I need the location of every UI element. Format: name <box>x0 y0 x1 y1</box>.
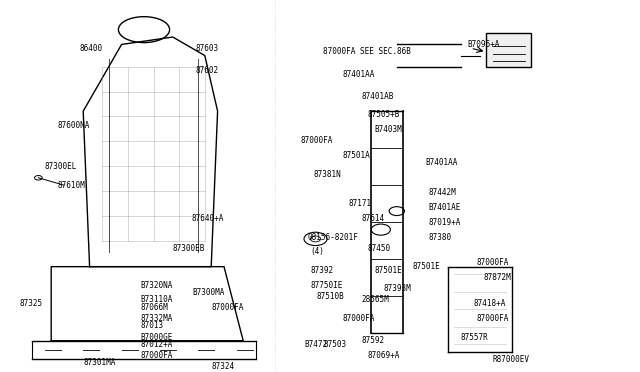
Text: 87000FA: 87000FA <box>342 314 375 323</box>
Text: 87380: 87380 <box>429 232 452 241</box>
Text: B7096+A: B7096+A <box>467 40 500 49</box>
Text: 87324: 87324 <box>211 362 234 371</box>
Text: 87450: 87450 <box>368 244 391 253</box>
Text: 87392: 87392 <box>310 266 333 275</box>
Text: B7401AE: B7401AE <box>429 203 461 212</box>
Text: 87750IE: 87750IE <box>310 281 343 290</box>
Text: R87000EV: R87000EV <box>493 355 530 364</box>
Text: 87557R: 87557R <box>461 333 488 341</box>
Text: 87602: 87602 <box>195 66 218 75</box>
Text: 87000FA: 87000FA <box>211 303 244 312</box>
Text: 87592: 87592 <box>362 336 385 345</box>
Text: 87000FA: 87000FA <box>477 314 509 323</box>
Text: 87401AA: 87401AA <box>342 70 375 78</box>
Text: 87393M: 87393M <box>384 284 412 294</box>
Text: B7403M: B7403M <box>374 125 402 134</box>
Text: B73110A: B73110A <box>141 295 173 305</box>
Text: (4): (4) <box>310 247 324 256</box>
Text: B7000GE: B7000GE <box>141 333 173 341</box>
Text: 87381N: 87381N <box>314 170 341 179</box>
Text: 87503: 87503 <box>323 340 346 349</box>
Text: 87501E: 87501E <box>374 266 402 275</box>
Text: 87501A: 87501A <box>342 151 370 160</box>
Text: 87610M: 87610M <box>58 181 85 190</box>
Text: 87013: 87013 <box>141 321 164 330</box>
Text: 28565M: 28565M <box>362 295 389 305</box>
Text: 87600NA: 87600NA <box>58 121 90 131</box>
Text: 87325: 87325 <box>19 299 42 308</box>
Text: 87066M: 87066M <box>141 303 168 312</box>
Text: 87300EL: 87300EL <box>45 162 77 171</box>
Text: 87872M: 87872M <box>483 273 511 282</box>
Text: 87000FA: 87000FA <box>141 351 173 360</box>
Text: 87012+A: 87012+A <box>141 340 173 349</box>
Text: 87000FA SEE SEC.86B: 87000FA SEE SEC.86B <box>323 47 411 56</box>
Text: 87401AB: 87401AB <box>362 92 394 101</box>
Text: B7300MA: B7300MA <box>192 288 225 297</box>
Text: 87505+B: 87505+B <box>368 110 401 119</box>
Text: 87069+A: 87069+A <box>368 351 401 360</box>
Text: 08156-8201F: 08156-8201F <box>307 232 358 241</box>
Text: 87332MA: 87332MA <box>141 314 173 323</box>
Text: 87442M: 87442M <box>429 188 456 197</box>
Text: B7401AA: B7401AA <box>426 158 458 167</box>
Text: 87614: 87614 <box>362 214 385 223</box>
Text: 87019+A: 87019+A <box>429 218 461 227</box>
Text: 87510B: 87510B <box>317 292 344 301</box>
Text: 87300EB: 87300EB <box>173 244 205 253</box>
Text: 87640+A: 87640+A <box>192 214 225 223</box>
Text: 87000FA: 87000FA <box>301 136 333 145</box>
Text: B7320NA: B7320NA <box>141 281 173 290</box>
Text: 87301MA: 87301MA <box>83 359 116 368</box>
Text: 86400: 86400 <box>80 44 103 53</box>
Text: 87418+A: 87418+A <box>474 299 506 308</box>
Text: 87171: 87171 <box>349 199 372 208</box>
Text: 87501E: 87501E <box>413 262 440 271</box>
Text: B7472: B7472 <box>304 340 327 349</box>
Text: 87603: 87603 <box>195 44 218 53</box>
Text: 87000FA: 87000FA <box>477 259 509 267</box>
FancyBboxPatch shape <box>486 33 531 67</box>
